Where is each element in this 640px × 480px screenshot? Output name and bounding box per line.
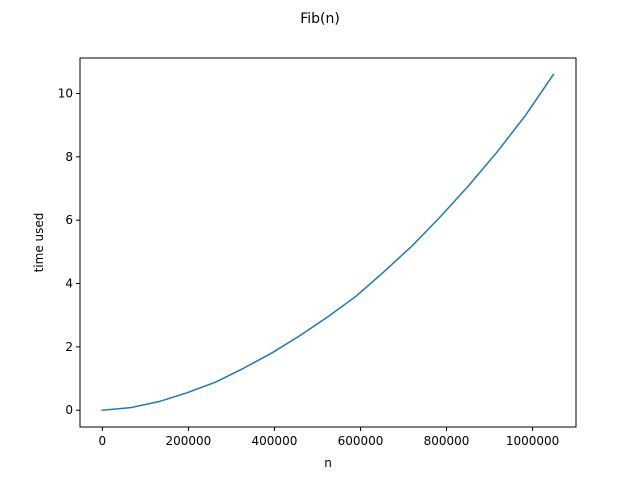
x-tick-label: 1000000 <box>506 434 559 448</box>
x-tick-label: 800000 <box>424 434 470 448</box>
y-tick-label: 2 <box>65 340 73 354</box>
series-line <box>101 73 555 412</box>
x-axis: 0 200000 400000 600000 800000 1000000 <box>99 427 559 448</box>
x-tick-label: 400000 <box>252 434 298 448</box>
x-tick-label: 600000 <box>338 434 384 448</box>
x-tick-label: 200000 <box>165 434 211 448</box>
plot-frame <box>79 57 577 428</box>
y-axis: 0 2 4 6 8 10 <box>58 86 80 417</box>
y-axis-label: time used <box>32 213 46 273</box>
plot-area <box>101 73 555 412</box>
chart-title: Fib(n) <box>300 11 340 27</box>
y-tick-label: 10 <box>58 86 73 100</box>
y-tick-label: 8 <box>65 150 73 164</box>
x-tick-label: 0 <box>99 434 107 448</box>
x-axis-label: n <box>324 456 332 470</box>
y-tick-label: 0 <box>65 403 73 417</box>
y-tick-label: 6 <box>65 213 73 227</box>
y-tick-label: 4 <box>65 277 73 291</box>
